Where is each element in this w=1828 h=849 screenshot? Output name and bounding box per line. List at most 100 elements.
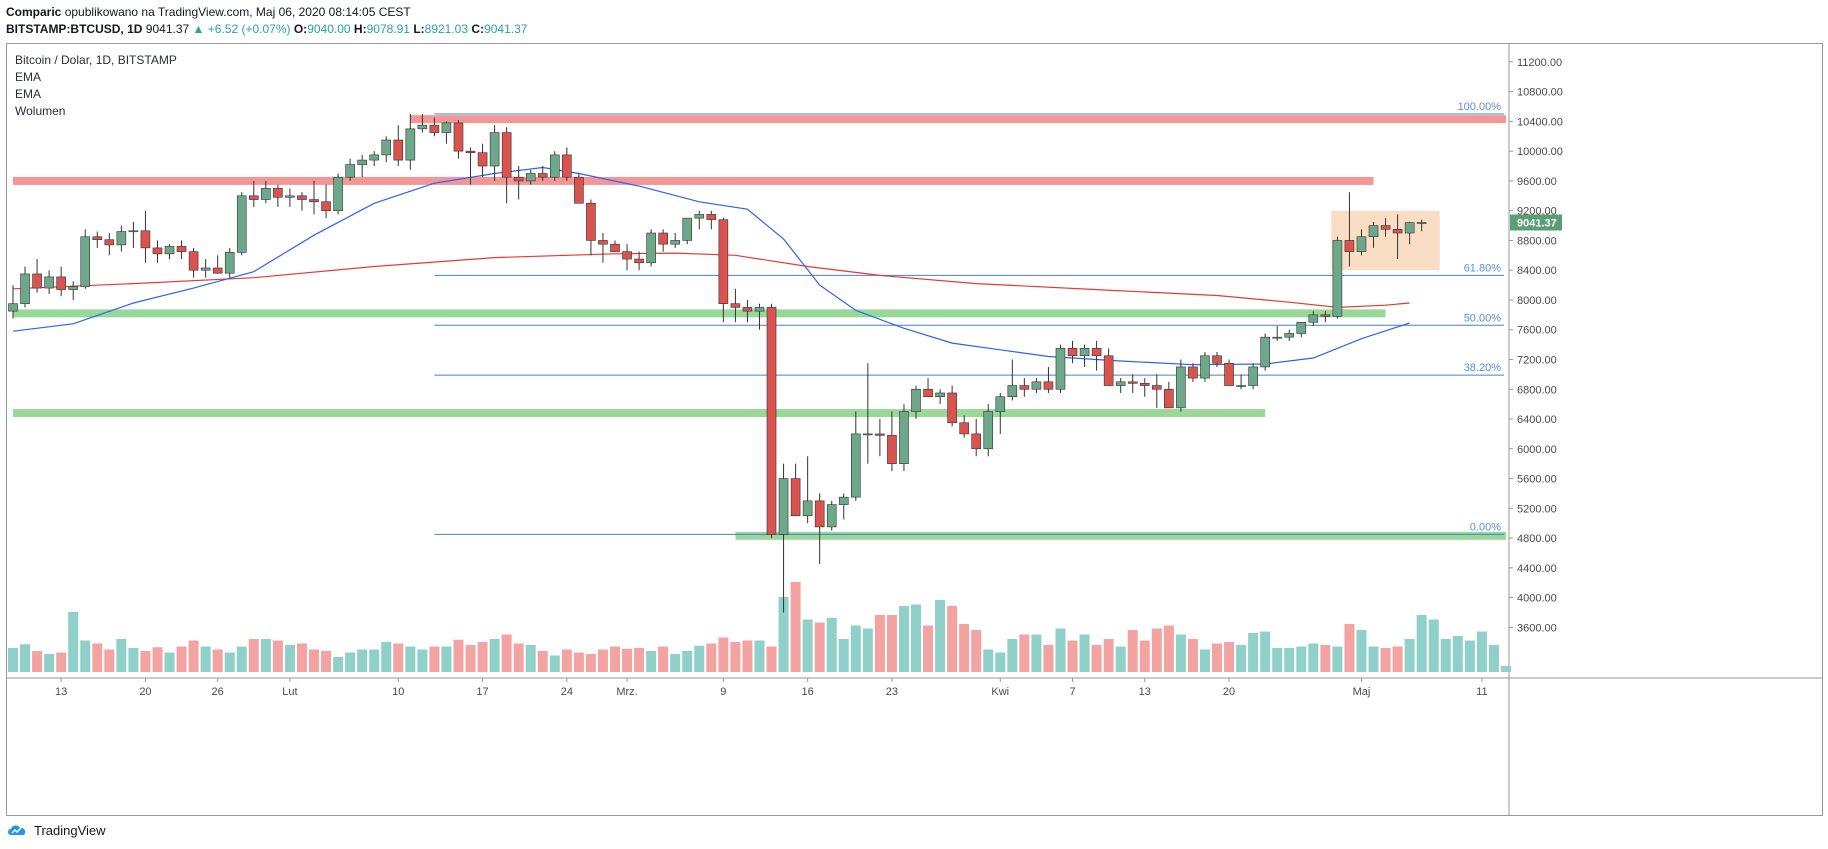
candle-body [959, 422, 969, 435]
volume-bar [1187, 639, 1198, 672]
volume-bar [911, 604, 921, 672]
fib-level-label: 100.00% [1458, 101, 1502, 113]
candle-body [8, 303, 18, 312]
price-tick-label: 10400.00 [1517, 116, 1563, 128]
volume-bar [1224, 642, 1235, 672]
volume-bar [1091, 645, 1102, 672]
price-tick-label: 4800.00 [1517, 533, 1557, 545]
candle-body [1308, 314, 1319, 323]
volume-bar [1440, 639, 1451, 672]
volume-bar [236, 646, 247, 672]
volume-bar [272, 640, 283, 672]
volume-bar [573, 652, 584, 672]
candle-body [947, 392, 957, 424]
candle-body [1368, 225, 1379, 238]
candle-body [32, 273, 42, 289]
volume-bar [1248, 633, 1259, 672]
chart-frame[interactable]: 100.00% 61.80% 50.00% 38.20% 0.00% 3600.00 400… [6, 43, 1823, 816]
volume-bar [754, 640, 765, 672]
volume-bar [152, 647, 163, 672]
volume-bar [284, 645, 295, 672]
volume-bar [706, 643, 717, 672]
candle-body [369, 154, 380, 161]
volume-bar [971, 630, 982, 672]
volume-bar [333, 657, 344, 672]
volume-bar [874, 615, 885, 672]
volume-bar [1464, 640, 1475, 672]
volume-bar [838, 639, 849, 672]
candle-body [525, 173, 536, 182]
volume-bar [1392, 646, 1403, 672]
candle-body [634, 258, 644, 264]
candle-body [1103, 355, 1114, 386]
volume-bar [682, 651, 693, 672]
candle-body [357, 159, 367, 165]
price-tick-label: 5200.00 [1517, 503, 1557, 515]
volume-bar [200, 646, 211, 672]
volume-bar [1344, 624, 1355, 672]
footer-brand[interactable]: TradingView [34, 822, 106, 838]
volume-bar [1380, 648, 1391, 672]
price-tick-label: 7600.00 [1517, 325, 1557, 337]
candle-body [453, 122, 464, 152]
volume-bar [429, 646, 440, 672]
legend-title[interactable]: Bitcoin / Dolar, 1D, BITSTAMP [15, 53, 177, 67]
candle-body [92, 236, 103, 241]
volume-bar [766, 646, 777, 672]
volume-bar [1103, 639, 1114, 672]
candle-body [333, 176, 343, 211]
candle-body [297, 195, 307, 200]
volume-bar [1476, 631, 1487, 672]
candle-body [224, 252, 235, 274]
legend-ema-2[interactable]: EMA [15, 87, 42, 101]
tradingview-logo-icon [8, 825, 26, 835]
time-tick-label: 26 [212, 686, 224, 698]
volume-bar [670, 654, 681, 672]
candle-body [887, 435, 897, 464]
candle-body [1284, 333, 1295, 338]
candle-body [1272, 336, 1282, 339]
candle-body [345, 164, 355, 178]
candle-body [899, 411, 909, 464]
volume-bar [1151, 628, 1162, 672]
volume-bar [357, 649, 368, 672]
volume-bar [694, 645, 705, 672]
legend-ema-1[interactable]: EMA [15, 70, 42, 84]
candle-body [261, 188, 271, 200]
candle-body [875, 433, 885, 436]
volume-bar [1488, 645, 1499, 672]
time-tick-label: 10 [392, 686, 404, 698]
candle-body [646, 232, 656, 264]
price-tick-label: 6800.00 [1517, 384, 1557, 396]
candle-body [1248, 366, 1258, 386]
candle-body [1260, 336, 1270, 368]
price-chart[interactable]: 100.00% 61.80% 50.00% 38.20% 0.00% 3600.00 400… [7, 44, 1822, 815]
legend-volume[interactable]: Wolumen [15, 104, 66, 118]
candle-body [1404, 222, 1415, 234]
candle-body [1392, 228, 1403, 234]
volume-bar [790, 582, 801, 672]
candle-body [935, 392, 945, 398]
candle-body [1091, 348, 1102, 357]
indicator-legend: Bitcoin / Dolar, 1D, BITSTAMP EMA EMA Wo… [15, 52, 177, 120]
candle-body [670, 240, 681, 245]
publish-header: Comparic opublikowano na TradingView.com… [6, 4, 527, 38]
volume-bar [1031, 634, 1042, 672]
volume-bar [164, 652, 175, 672]
candle-body [706, 214, 717, 220]
volume-bar [1416, 615, 1427, 672]
candle-body [381, 139, 392, 156]
candle-body [441, 122, 452, 133]
volume-bar [610, 646, 620, 672]
price-change: +6.52 (+0.07%) [207, 22, 291, 36]
volume-bar [92, 643, 103, 672]
price-tick-label: 8400.00 [1517, 265, 1557, 277]
price-tick-label: 8800.00 [1517, 235, 1557, 247]
candle-body [116, 231, 127, 246]
author-name[interactable]: Comparic [6, 5, 62, 19]
volume-bar [1236, 645, 1247, 672]
candle-body [68, 286, 79, 290]
volume-bar [1163, 625, 1174, 672]
time-tick-label: Mrz. [616, 686, 637, 698]
fib-level-label: 50.00% [1464, 312, 1502, 324]
